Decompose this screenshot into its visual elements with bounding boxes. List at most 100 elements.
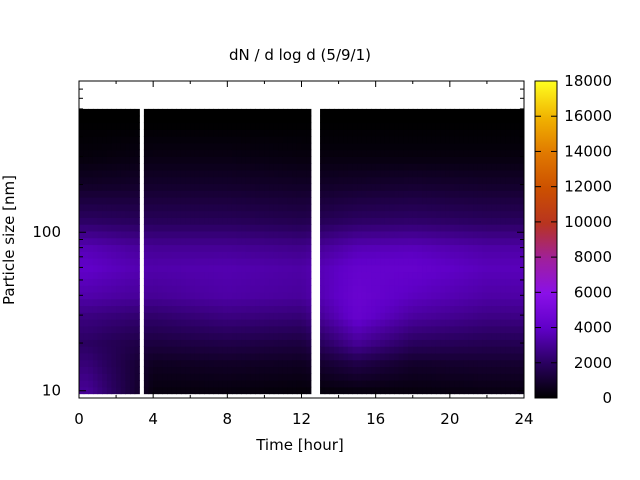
heatmap-cell bbox=[157, 305, 164, 313]
heatmap-cell bbox=[357, 210, 363, 218]
heatmap-cell bbox=[143, 264, 150, 273]
heatmap-cell bbox=[306, 325, 312, 334]
heatmap-cell bbox=[329, 244, 335, 252]
heatmap-cell bbox=[97, 366, 103, 374]
heatmap-cell bbox=[329, 136, 335, 144]
heatmap-cell bbox=[347, 183, 354, 191]
heatmap-cell bbox=[384, 319, 391, 327]
heatmap-cell bbox=[153, 332, 159, 340]
heatmap-cell bbox=[250, 210, 256, 218]
heatmap-cell bbox=[143, 285, 150, 293]
heatmap-cell bbox=[486, 291, 493, 300]
heatmap-cell bbox=[292, 176, 298, 185]
heatmap-cell bbox=[347, 298, 354, 307]
heatmap-cell bbox=[162, 298, 168, 307]
heatmap-cell bbox=[403, 169, 409, 178]
heatmap-cell bbox=[269, 285, 275, 293]
heatmap-cell bbox=[287, 169, 293, 178]
heatmap-cell bbox=[422, 156, 428, 164]
heatmap-cell bbox=[102, 386, 108, 395]
heatmap-cell bbox=[468, 278, 474, 286]
heatmap-cell bbox=[431, 251, 437, 259]
heatmap-cell bbox=[449, 163, 456, 171]
heatmap-cell bbox=[125, 244, 131, 252]
heatmap-cell bbox=[255, 325, 261, 334]
heatmap-cell bbox=[222, 136, 228, 144]
heatmap-cell bbox=[343, 237, 349, 246]
heatmap-cell bbox=[287, 210, 293, 218]
heatmap-cell bbox=[431, 352, 437, 361]
heatmap-cell bbox=[79, 108, 85, 117]
heatmap-cell bbox=[194, 163, 201, 171]
heatmap-cell bbox=[510, 122, 516, 130]
heatmap-cell bbox=[227, 285, 233, 293]
heatmap-cell bbox=[269, 115, 275, 124]
heatmap-cell bbox=[500, 129, 507, 137]
heatmap-cell bbox=[440, 312, 446, 320]
heatmap-cell bbox=[361, 352, 367, 361]
heatmap-cell bbox=[88, 271, 94, 279]
heatmap-cell bbox=[83, 156, 89, 164]
heatmap-cell bbox=[264, 244, 270, 252]
heatmap-cell bbox=[129, 230, 136, 239]
heatmap-cell bbox=[282, 359, 289, 368]
heatmap-cell bbox=[431, 190, 437, 198]
heatmap-cell bbox=[357, 122, 363, 130]
heatmap-cell bbox=[371, 339, 377, 347]
heatmap-cell bbox=[287, 224, 293, 232]
heatmap-cell bbox=[482, 312, 488, 320]
heatmap-cell bbox=[194, 271, 201, 279]
heatmap-cell bbox=[250, 305, 256, 313]
heatmap-cell bbox=[477, 264, 483, 273]
heatmap-cell bbox=[380, 251, 386, 259]
heatmap-cell bbox=[333, 251, 340, 259]
heatmap-cell bbox=[500, 291, 507, 300]
heatmap-cell bbox=[449, 224, 456, 232]
heatmap-cell bbox=[320, 115, 326, 124]
heatmap-cell bbox=[129, 129, 136, 137]
heatmap-cell bbox=[454, 258, 460, 266]
heatmap-cell bbox=[282, 285, 289, 293]
heatmap-cell bbox=[445, 258, 451, 266]
heatmap-cell bbox=[486, 169, 493, 178]
heatmap-cell bbox=[199, 203, 205, 212]
heatmap-cell bbox=[459, 230, 465, 239]
heatmap-cell bbox=[505, 312, 511, 320]
heatmap-cell bbox=[162, 129, 168, 137]
heatmap-cell bbox=[157, 163, 164, 171]
heatmap-cell bbox=[324, 352, 330, 361]
heatmap-cell bbox=[134, 169, 140, 178]
heatmap-cell bbox=[296, 115, 303, 124]
heatmap-cell bbox=[176, 230, 182, 239]
heatmap-cell bbox=[366, 359, 372, 368]
heatmap-cell bbox=[129, 373, 136, 381]
heatmap-cell bbox=[218, 203, 224, 212]
heatmap-cell bbox=[250, 230, 256, 239]
heatmap-cell bbox=[157, 312, 164, 320]
heatmap-cell bbox=[426, 346, 432, 354]
heatmap-cell bbox=[463, 108, 469, 117]
heatmap-cell bbox=[338, 271, 344, 279]
heatmap-cell bbox=[287, 115, 293, 124]
heatmap-cell bbox=[199, 319, 205, 327]
heatmap-cell bbox=[106, 291, 113, 300]
heatmap-cell bbox=[477, 203, 483, 212]
heatmap-cell bbox=[250, 237, 256, 246]
heatmap-cell bbox=[92, 244, 99, 252]
heatmap-cell bbox=[111, 230, 117, 239]
heatmap-cell bbox=[143, 190, 150, 198]
heatmap-cell bbox=[199, 285, 205, 293]
heatmap-cell bbox=[408, 108, 414, 117]
heatmap-cell bbox=[278, 285, 284, 293]
heatmap-cell bbox=[505, 319, 511, 327]
heatmap-cell bbox=[227, 115, 233, 124]
heatmap-cell bbox=[333, 386, 340, 395]
heatmap-cell bbox=[88, 149, 94, 157]
heatmap-cell bbox=[208, 339, 215, 347]
heatmap-cell bbox=[236, 230, 242, 239]
heatmap-cell bbox=[269, 129, 275, 137]
heatmap-cell bbox=[366, 142, 372, 151]
heatmap-cell bbox=[125, 156, 131, 164]
heatmap-cell bbox=[463, 386, 469, 395]
heatmap-cell bbox=[371, 251, 377, 259]
